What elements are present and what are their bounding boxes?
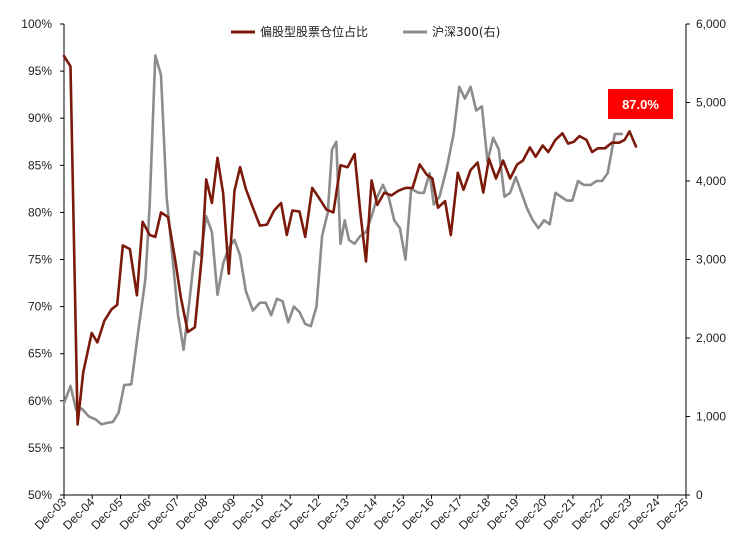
right-y-tick-label: 0 [696, 488, 703, 502]
left-y-tick-label: 95% [28, 64, 52, 78]
left-y-tick-label: 90% [28, 111, 52, 125]
left-y-tick-label: 50% [28, 488, 52, 502]
right-y-tick-label: 5,000 [696, 96, 726, 110]
left-y-tick-label: 75% [28, 253, 52, 267]
legend: 偏股型股票仓位占比 沪深300(右) [231, 24, 500, 39]
x-ticks: Dec-03Dec-04Dec-05Dec-06Dec-07Dec-08Dec-… [32, 495, 691, 532]
series-line-equity-position [62, 54, 638, 426]
x-tick-label: Dec-10 [230, 495, 267, 532]
legend-label-series-1: 偏股型股票仓位占比 [260, 24, 368, 39]
value-callout-box [608, 89, 673, 119]
left-y-tick-label: 100% [21, 17, 52, 31]
left-y-tick-label: 60% [28, 394, 52, 408]
left-y-tick-label: 70% [28, 300, 52, 314]
left-y-tick-label: 85% [28, 158, 52, 172]
value-callout: 87.0% [608, 89, 673, 119]
left-y-ticks: 50% 55% 60% 65% 70% 75% 80% 85% 90% 95% 100% [21, 17, 64, 502]
value-callout-text: 87.0% [622, 97, 659, 112]
right-y-tick-label: 2,000 [696, 331, 726, 345]
right-y-ticks: 0 1,000 2,000 3,000 4,000 5,000 6,000 [686, 17, 726, 502]
left-y-tick-label: 65% [28, 347, 52, 361]
left-y-tick-label: 80% [28, 205, 52, 219]
right-y-tick-label: 3,000 [696, 253, 726, 267]
axes [63, 24, 687, 496]
right-y-tick-label: 4,000 [696, 174, 726, 188]
series-line-csi300 [62, 54, 624, 426]
right-y-tick-label: 6,000 [696, 17, 726, 31]
right-y-tick-label: 1,000 [696, 410, 726, 424]
x-tick-label: Dec-25 [654, 495, 691, 532]
legend-label-series-2: 沪深300(右) [432, 24, 500, 39]
series-layer [62, 54, 638, 426]
left-y-tick-label: 55% [28, 441, 52, 455]
